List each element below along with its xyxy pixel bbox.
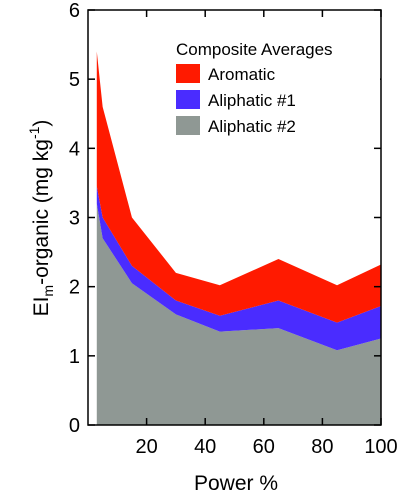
legend-label: Aromatic bbox=[208, 65, 276, 84]
y-label-part: EI bbox=[30, 297, 53, 317]
legend-label: Aliphatic #2 bbox=[208, 117, 296, 136]
legend-swatch bbox=[176, 90, 200, 109]
y-tick-label: 5 bbox=[69, 69, 80, 91]
y-tick-label: 6 bbox=[69, 0, 80, 22]
x-tick-label: 100 bbox=[364, 436, 397, 458]
legend-label: Aliphatic #1 bbox=[208, 91, 296, 110]
y-tick-label: 1 bbox=[69, 346, 80, 368]
y-tick-label: 2 bbox=[69, 277, 80, 299]
y-tick-label: 3 bbox=[69, 208, 80, 230]
x-tick-label: 80 bbox=[311, 436, 333, 458]
y-label-part: -1 bbox=[26, 126, 42, 139]
x-tick-label: 60 bbox=[253, 436, 275, 458]
area bbox=[96, 203, 381, 425]
legend-title: Composite Averages bbox=[176, 40, 333, 59]
legend-box bbox=[172, 38, 380, 136]
y-tick-label: 4 bbox=[69, 138, 80, 160]
legend-swatch bbox=[176, 116, 200, 135]
y-axis-label: EIm-organic (mg kg-1) bbox=[26, 120, 56, 317]
y-label-part: ) bbox=[30, 120, 53, 127]
x-axis-label: Power % bbox=[194, 472, 278, 495]
y-tick-label: 0 bbox=[69, 415, 80, 437]
plot-area bbox=[96, 51, 381, 425]
x-tick-label: 40 bbox=[194, 436, 216, 458]
legend-swatch bbox=[176, 64, 200, 83]
y-label-part: -organic (mg kg bbox=[30, 139, 53, 285]
area bbox=[96, 51, 381, 323]
area bbox=[96, 186, 381, 351]
y-label-part: m bbox=[40, 285, 56, 297]
x-tick-label: 20 bbox=[135, 436, 157, 458]
